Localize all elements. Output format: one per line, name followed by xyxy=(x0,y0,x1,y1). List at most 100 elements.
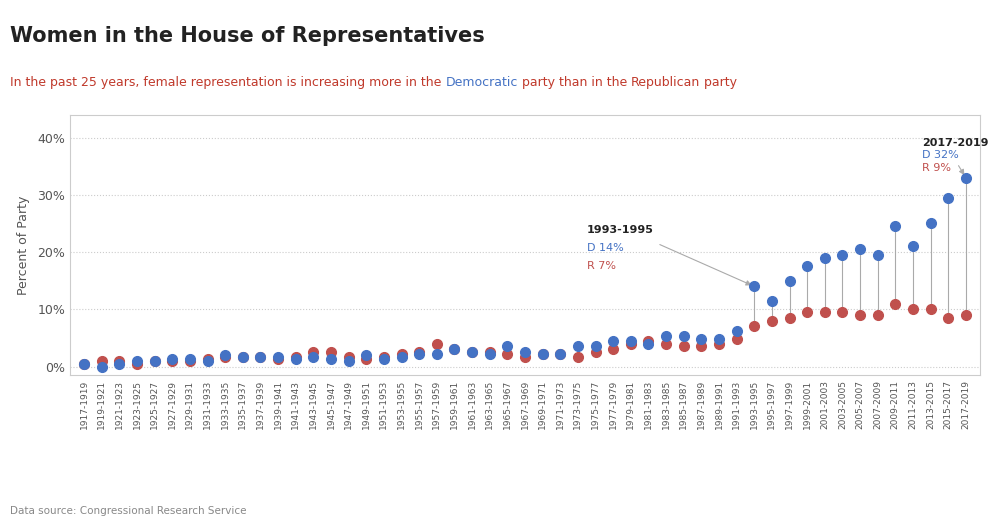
Point xyxy=(588,348,604,356)
Point xyxy=(711,335,727,343)
Y-axis label: Percent of Party: Percent of Party xyxy=(17,195,30,294)
Point xyxy=(676,342,692,351)
Point xyxy=(164,355,180,363)
Point xyxy=(640,340,656,348)
Point xyxy=(288,353,304,361)
Point xyxy=(905,242,921,251)
Text: Women in the House of Representatives: Women in the House of Representatives xyxy=(10,26,485,46)
Point xyxy=(164,357,180,366)
Point xyxy=(376,355,392,363)
Point xyxy=(729,327,745,335)
Text: party: party xyxy=(700,76,737,89)
Point xyxy=(570,353,586,361)
Point xyxy=(182,355,198,363)
Point xyxy=(111,360,127,368)
Point xyxy=(852,311,868,319)
Point xyxy=(764,317,780,325)
Point xyxy=(588,342,604,351)
Point xyxy=(358,351,374,359)
Point xyxy=(640,337,656,345)
Point xyxy=(958,311,974,319)
Point xyxy=(552,350,568,358)
Text: D 14%: D 14% xyxy=(587,243,623,253)
Point xyxy=(464,348,480,356)
Point xyxy=(411,350,427,358)
Point xyxy=(341,357,357,366)
Point xyxy=(111,357,127,366)
Point xyxy=(923,219,939,228)
Point xyxy=(817,308,833,316)
Point xyxy=(217,351,233,359)
Point xyxy=(76,360,92,368)
Point xyxy=(887,222,903,230)
Point xyxy=(693,342,709,351)
Point xyxy=(623,340,639,348)
Point xyxy=(623,337,639,345)
Text: Data source: Congressional Research Service: Data source: Congressional Research Serv… xyxy=(10,506,246,516)
Point xyxy=(376,353,392,361)
Point xyxy=(446,344,462,353)
Point xyxy=(923,305,939,314)
Point xyxy=(834,251,850,259)
Point xyxy=(799,262,815,270)
Point xyxy=(76,360,92,368)
Point xyxy=(817,254,833,262)
Point xyxy=(729,335,745,343)
Point xyxy=(429,340,445,348)
Point xyxy=(940,314,956,322)
Point xyxy=(411,348,427,356)
Point xyxy=(341,353,357,361)
Point xyxy=(711,340,727,348)
Point xyxy=(746,282,762,291)
Text: Republican: Republican xyxy=(631,76,700,89)
Text: R 9%: R 9% xyxy=(922,163,951,173)
Point xyxy=(305,348,321,356)
Point xyxy=(147,357,163,366)
Point xyxy=(552,350,568,358)
Point xyxy=(429,350,445,358)
Point xyxy=(252,353,268,361)
Point xyxy=(200,357,216,366)
Point xyxy=(94,363,110,371)
Point xyxy=(958,173,974,182)
Point xyxy=(746,322,762,331)
Point xyxy=(676,332,692,340)
Text: party than in the: party than in the xyxy=(518,76,631,89)
Point xyxy=(270,353,286,361)
Point xyxy=(200,355,216,363)
Point xyxy=(94,357,110,366)
Point xyxy=(446,344,462,353)
Point xyxy=(129,357,145,366)
Text: R 7%: R 7% xyxy=(587,260,616,270)
Point xyxy=(464,348,480,356)
Point xyxy=(658,340,674,348)
Point xyxy=(235,353,251,361)
Point xyxy=(147,357,163,366)
Text: 2017-2019: 2017-2019 xyxy=(922,138,988,147)
Text: 1993-1995: 1993-1995 xyxy=(587,225,654,235)
Point xyxy=(799,308,815,316)
Point xyxy=(482,348,498,356)
Point xyxy=(517,353,533,361)
Point xyxy=(358,355,374,363)
Point xyxy=(305,353,321,361)
Point xyxy=(570,342,586,351)
Point xyxy=(905,305,921,314)
Point xyxy=(870,311,886,319)
Point xyxy=(323,355,339,363)
Point xyxy=(870,251,886,259)
Point xyxy=(782,277,798,285)
Point xyxy=(940,193,956,202)
Text: In the past 25 years, female representation is increasing more in the: In the past 25 years, female representat… xyxy=(10,76,445,89)
Point xyxy=(394,350,410,358)
Point xyxy=(217,353,233,361)
Point xyxy=(834,308,850,316)
Point xyxy=(129,360,145,368)
Text: Democratic: Democratic xyxy=(445,76,518,89)
Point xyxy=(235,353,251,361)
Point xyxy=(605,337,621,345)
Point xyxy=(852,245,868,253)
Point xyxy=(323,348,339,356)
Point xyxy=(252,353,268,361)
Text: D 32%: D 32% xyxy=(922,150,959,160)
